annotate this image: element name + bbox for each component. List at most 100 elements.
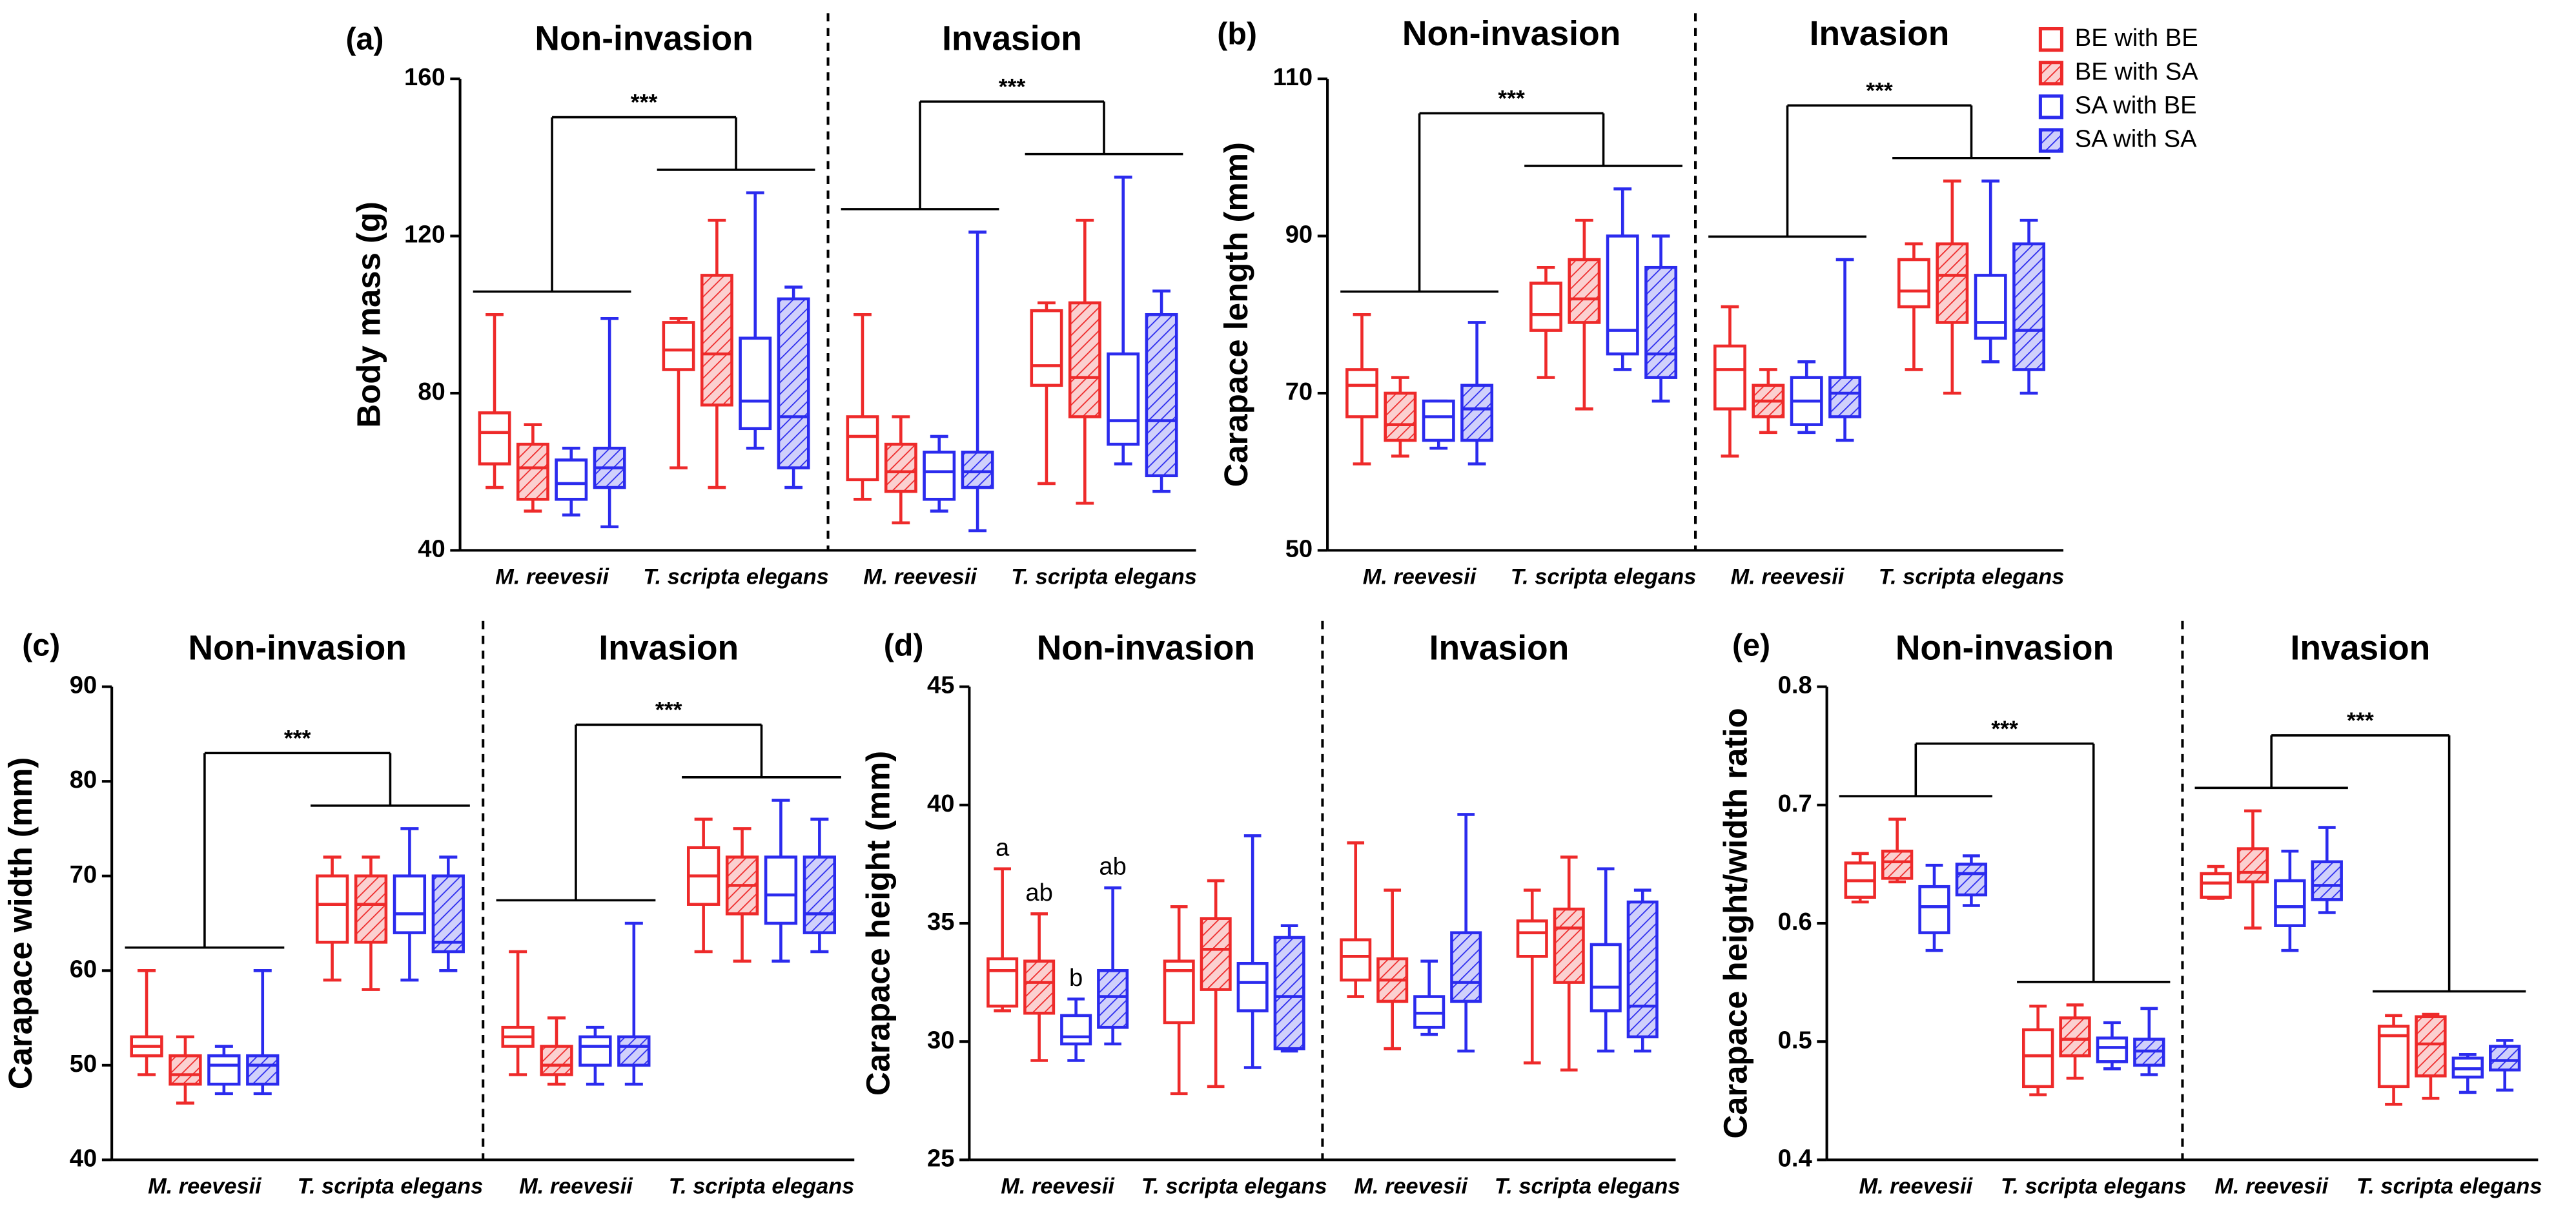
y-axis-label: Carapace height (mm)	[859, 751, 896, 1096]
y-tick-label: 25	[927, 1144, 954, 1172]
significance: ***	[999, 74, 1026, 99]
box	[1936, 242, 1969, 324]
y-tick-label: 50	[1285, 535, 1313, 562]
box-plot	[1060, 997, 1092, 1062]
box-plot	[315, 855, 349, 982]
category-label: T. scripta elegans	[2001, 1174, 2187, 1199]
box-plot	[739, 191, 772, 450]
y-tick-label: 45	[927, 671, 954, 699]
box-plot	[1644, 234, 1678, 403]
group-letter: a	[996, 834, 1010, 861]
legend-swatch	[2038, 61, 2063, 86]
box	[2200, 872, 2232, 899]
category-label: T. scripta elegans	[1011, 565, 1197, 589]
box	[1881, 849, 1914, 880]
box-plot	[1460, 321, 1494, 466]
box	[1273, 936, 1305, 1050]
y-tick-label: 70	[70, 861, 97, 888]
category-label: M. reevesii	[519, 1174, 633, 1199]
category-label: M. reevesii	[1363, 565, 1477, 589]
box-plot	[354, 855, 388, 991]
category-label: M. reevesii	[2214, 1174, 2329, 1199]
box	[478, 411, 511, 466]
box	[431, 874, 465, 954]
box-plot	[961, 230, 994, 533]
box-plot	[207, 1045, 241, 1096]
box-plot	[555, 446, 588, 517]
box-plot	[1881, 817, 1914, 884]
category-label: M. reevesii	[1354, 1174, 1468, 1199]
significance: ***	[284, 725, 311, 751]
box-plot	[1236, 834, 1269, 1069]
box-plot	[2059, 1003, 2091, 1080]
box	[1097, 968, 1129, 1029]
box	[764, 855, 798, 925]
significance: ***	[1498, 86, 1525, 112]
box	[884, 442, 917, 493]
significance: ***	[1991, 716, 2018, 742]
box-plot	[169, 1035, 202, 1105]
box-plot	[1529, 265, 1562, 379]
box-plot	[578, 1025, 612, 1086]
box	[923, 450, 956, 501]
legend-swatch	[2038, 94, 2063, 119]
box-plot	[1273, 924, 1305, 1053]
group-title: Non-invasion	[535, 20, 753, 58]
legend-label: SA with BE	[2075, 91, 2197, 119]
box-plot	[1897, 242, 1930, 371]
box	[1450, 931, 1482, 1003]
box-plot	[478, 312, 511, 489]
box	[1828, 376, 1862, 418]
box	[802, 855, 836, 934]
y-tick-label: 110	[1273, 63, 1313, 91]
box-plot	[1345, 312, 1378, 466]
box-plot	[1974, 179, 2007, 364]
box-plot	[617, 921, 651, 1086]
box-plot	[1200, 879, 1232, 1089]
box-plot	[986, 867, 1019, 1012]
legend-swatch	[2038, 128, 2063, 153]
box	[555, 458, 588, 501]
box-plot	[1384, 376, 1417, 458]
group-title: Non-invasion	[1402, 15, 1620, 53]
box-plot	[2022, 1004, 2054, 1096]
group-title: Non-invasion	[1896, 630, 2114, 668]
box-plot	[1030, 301, 1063, 486]
box-plot	[884, 415, 917, 525]
box	[1713, 344, 1746, 411]
y-tick-label: 40	[418, 535, 445, 562]
box	[961, 450, 994, 489]
box	[1568, 258, 1601, 324]
box-plot	[764, 799, 798, 963]
box	[617, 1035, 651, 1067]
group-title: Invasion	[2291, 630, 2431, 668]
box	[1918, 885, 1950, 934]
box-plot	[1097, 886, 1129, 1046]
y-tick-label: 30	[927, 1026, 954, 1054]
y-tick-label: 40	[70, 1144, 97, 1172]
significance: ***	[1866, 77, 1893, 103]
box	[1644, 265, 1678, 379]
category-label: M. reevesii	[148, 1174, 262, 1199]
box	[1626, 900, 1659, 1039]
panel-label: (b)	[1217, 17, 1257, 52]
y-tick-label: 50	[70, 1050, 97, 1078]
significance: ***	[2347, 708, 2374, 733]
significance: ***	[655, 697, 682, 722]
box-plot	[2451, 1053, 2484, 1094]
group-title: Invasion	[1429, 630, 1569, 668]
category-label: M. reevesii	[495, 565, 609, 589]
box-plot	[1068, 218, 1101, 505]
box-plot	[686, 817, 721, 954]
box	[1200, 917, 1232, 991]
y-tick-label: 0.4	[1778, 1144, 1813, 1172]
box	[2415, 1015, 2447, 1078]
box-plot	[1145, 289, 1178, 493]
box-plot	[2415, 1012, 2447, 1100]
box	[1236, 961, 1269, 1012]
box-plot	[1553, 855, 1585, 1072]
box-plot	[662, 317, 695, 469]
y-tick-label: 70	[1285, 378, 1313, 405]
group-title: Invasion	[598, 630, 739, 668]
category-label: T. scripta elegans	[669, 1174, 855, 1199]
